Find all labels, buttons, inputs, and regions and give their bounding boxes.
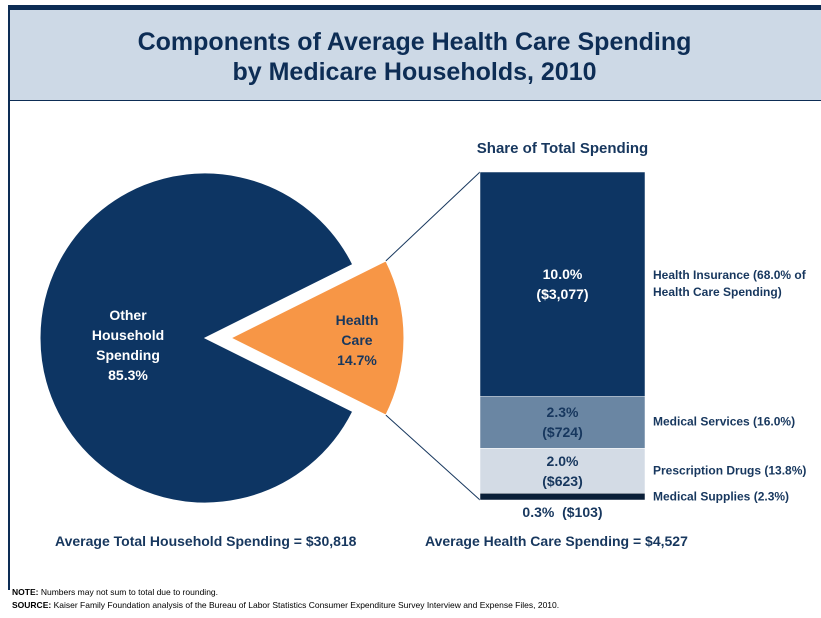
segment-label: 2.3% ($724) <box>480 402 645 442</box>
pie-caption: Average Total Household Spending = $30,8… <box>55 533 357 549</box>
segment-label: 0.3% ($103) <box>460 503 665 521</box>
bar-segment <box>479 448 646 494</box>
connector <box>385 171 481 262</box>
bar-segment <box>479 493 646 501</box>
segment-value-label: 2.3% <box>546 404 579 421</box>
bar-segment <box>479 171 646 397</box>
pie-value-label: 85.3% <box>108 367 148 383</box>
note: NOTE: Numbers may not sum to total due t… <box>12 587 218 597</box>
legend-label: Medical Services (16.0%) <box>653 414 796 429</box>
pie-slice <box>39 172 354 504</box>
segment-value-label: 2.0% <box>546 452 579 469</box>
title-band <box>8 10 821 101</box>
segment-amount-label: ($724) <box>542 424 583 441</box>
title-line: by Medicare Households, 2010 <box>232 58 597 86</box>
left-border <box>8 5 10 590</box>
legend-label: Medical Supplies (2.3%) <box>653 489 790 504</box>
segment-label: 10.0% ($3,077) <box>480 264 645 304</box>
note-text: Numbers may not sum to total due to roun… <box>40 587 219 597</box>
top-bar <box>8 5 821 10</box>
segment-value-label: 10.0% <box>542 266 583 283</box>
pie-label: Health Care 14.7% <box>327 310 387 370</box>
legend-label: Prescription Drugs (13.8%) <box>653 463 807 478</box>
note-label: NOTE: <box>12 587 39 597</box>
bar-segment <box>479 396 646 449</box>
segment-label: 2.0% ($623) <box>480 451 645 491</box>
pie-slice <box>229 260 405 416</box>
legend-label: Health Insurance (68.0% of Health Care S… <box>653 268 806 300</box>
segment-value-label: 0.3% <box>522 504 555 520</box>
segment-amount-label: ($3,077) <box>536 286 589 303</box>
segment-amount-label: ($103) <box>562 504 603 520</box>
pie-category: Health Care <box>335 312 379 348</box>
pie-category: Other Household Spending <box>91 307 165 363</box>
source: SOURCE: Kaiser Family Foundation analysi… <box>12 600 559 610</box>
pie-value-label: 14.7% <box>337 352 377 368</box>
pie-label: Other Household Spending 85.3% <box>78 305 178 385</box>
segment-amount-label: ($623) <box>542 472 583 489</box>
connector <box>385 414 481 501</box>
bar-title: Share of Total Spending <box>476 140 649 157</box>
source-text: Kaiser Family Foundation analysis of the… <box>53 600 560 610</box>
source-label: SOURCE: <box>12 600 52 610</box>
title-line: Components of Average Health Care Spendi… <box>137 28 692 56</box>
bar-caption: Average Health Care Spending = $4,527 <box>425 533 688 549</box>
